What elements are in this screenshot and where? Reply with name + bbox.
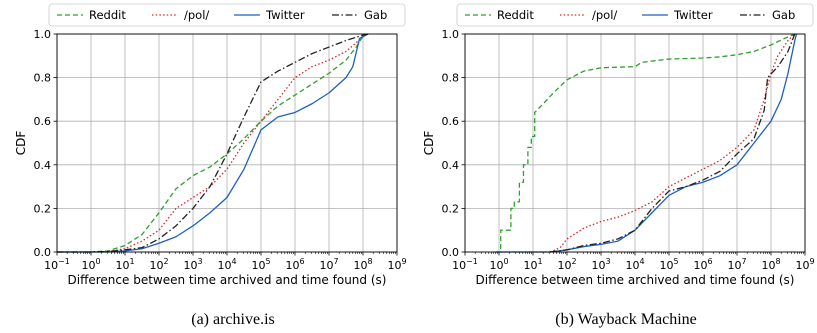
y-tick-label: 0.0	[34, 246, 52, 259]
y-tick-label: 0.8	[442, 72, 460, 85]
x-tick-label: 101	[523, 257, 542, 272]
legend-box	[456, 3, 814, 27]
x-tick-label: 102	[149, 257, 168, 272]
x-tick-label: 103	[183, 257, 202, 272]
series-line-gab	[57, 33, 369, 253]
x-axis-label: Difference between time archived and tim…	[476, 273, 795, 287]
x-tick-label: 104	[217, 257, 236, 272]
y-axis-label: CDF	[14, 131, 28, 156]
x-tick-label: 108	[761, 257, 780, 272]
x-tick-label: 108	[353, 257, 372, 272]
legend-label-gab: Gab	[772, 8, 795, 22]
x-tick-label: 107	[727, 257, 746, 272]
x-tick-label: 107	[319, 257, 338, 272]
x-tick-label: 100	[81, 257, 100, 272]
legend-label-pol: /pol/	[184, 8, 209, 22]
series-line-pol	[57, 33, 369, 253]
x-tick-label: 102	[557, 257, 576, 272]
caption-a: (a) archive.is	[191, 311, 275, 328]
axes-frame	[464, 33, 806, 253]
panel-wayback-machine: (b) Wayback Machine 10−1 100 101 102 103 104 1…	[422, 3, 815, 328]
series-line-twitter	[57, 33, 369, 253]
y-tick-label: 0.4	[34, 159, 52, 172]
x-tick-label: 106	[693, 257, 712, 272]
y-tick-label: 0.6	[34, 115, 52, 128]
x-tick-label: 100	[489, 257, 508, 272]
legend-label-twitter: Twitter	[265, 8, 305, 22]
x-tick-label: 103	[591, 257, 610, 272]
x-axis-label: Difference between time archived and tim…	[68, 273, 387, 287]
panel-archive-is: (a) archive.is 10−1 100 101 102 103 104 105 106…	[14, 3, 407, 328]
caption-b: (b) Wayback Machine	[555, 311, 696, 328]
legend-box	[48, 3, 406, 27]
x-tick-label: 109	[387, 257, 406, 272]
legend-label-twitter: Twitter	[673, 8, 713, 22]
y-tick-label: 0.2	[34, 202, 52, 215]
y-tick-label: 0.6	[442, 115, 460, 128]
series-line-pol	[549, 33, 796, 253]
y-tick-label: 0.0	[442, 246, 460, 259]
series-line-gab	[549, 33, 796, 253]
axes-frame	[56, 33, 398, 253]
series-line-twitter	[495, 33, 798, 253]
x-tick-label: 109	[795, 257, 814, 272]
y-axis-label: CDF	[422, 131, 436, 156]
legend-label-gab: Gab	[364, 8, 387, 22]
legend-label-pol: /pol/	[592, 8, 617, 22]
y-tick-label: 1.0	[34, 28, 52, 41]
x-tick-label: 10−1	[452, 257, 478, 272]
x-tick-label: 105	[251, 257, 270, 272]
legend-label-reddit: Reddit	[89, 8, 126, 22]
y-tick-label: 0.4	[442, 159, 460, 172]
y-tick-label: 0.2	[442, 202, 460, 215]
series-line-reddit	[495, 33, 796, 253]
x-tick-label: 104	[625, 257, 644, 272]
y-tick-label: 0.8	[34, 72, 52, 85]
x-tick-label: 101	[115, 257, 134, 272]
y-tick-label: 1.0	[442, 28, 460, 41]
x-tick-label: 105	[659, 257, 678, 272]
legend-label-reddit: Reddit	[497, 8, 534, 22]
series-line-reddit	[57, 33, 369, 253]
x-tick-label: 106	[285, 257, 304, 272]
x-tick-label: 10−1	[44, 257, 70, 272]
